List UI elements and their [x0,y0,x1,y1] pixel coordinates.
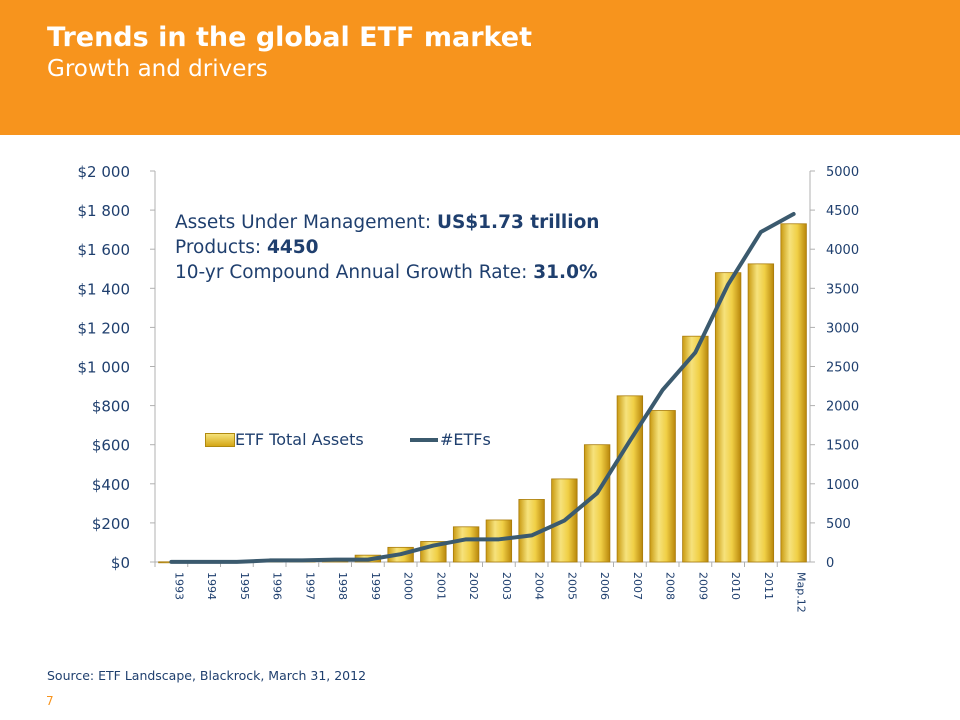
bar-etf-total-assets [780,223,807,563]
x-tick-label: 2006 [598,572,611,600]
products-line: Products: 4450 [175,237,319,258]
cagr-value: 31.0% [533,262,598,283]
legend-line-swatch [410,438,438,442]
bar-etf-total-assets [551,478,578,563]
left-tick-label: $1 600 [78,241,131,259]
x-tick-label: 2003 [500,572,513,600]
left-tick-label: $1 200 [78,319,131,337]
aum-line: Assets Under Management: US$1.73 trillio… [175,212,600,233]
x-tick-label: 2007 [631,572,644,600]
x-tick-label: 1993 [172,572,185,600]
x-tick-label: 2008 [664,572,677,600]
source-note: Source: ETF Landscape, Blackrock, March … [47,668,367,683]
x-tick-label: 2004 [533,572,546,600]
x-tick-label: 1999 [369,572,382,600]
page-title: Trends in the global ETF market [47,22,532,53]
right-tick-label: 4500 [826,204,859,219]
legend-label-etfs: #ETFs [440,430,491,449]
cagr-line: 10-yr Compound Annual Growth Rate: 31.0% [175,262,598,283]
products-value: 4450 [267,237,319,258]
right-tick-label: 0 [826,556,834,571]
chart-annotation: Assets Under Management: US$1.73 trillio… [175,210,599,285]
left-tick-label: $1 800 [78,202,131,220]
line-num-etfs [169,212,796,564]
page-subtitle: Growth and drivers [47,56,268,82]
left-tick-label: $1 000 [78,359,131,377]
x-tick-label: 2002 [467,572,480,600]
aum-value: US$1.73 trillion [436,212,600,233]
bar-etf-total-assets [714,272,742,563]
right-tick-label: 5000 [826,165,859,180]
bar-etf-total-assets [616,395,644,563]
right-tick-label: 3500 [826,282,859,297]
right-tick-label: 3000 [826,321,859,336]
bar-etf-total-assets [682,335,709,563]
x-tick-label: Мар.12 [795,572,808,613]
x-tick-label: 2000 [402,572,415,600]
right-tick-label: 4000 [826,243,859,258]
legend-bar-swatch [205,433,235,447]
left-tick-label: $400 [92,476,130,494]
left-tick-label: $0 [111,554,130,572]
bar-etf-total-assets [747,263,775,563]
right-tick-label: 500 [826,517,851,532]
x-tick-label: 1994 [205,572,218,600]
legend-label-assets: ETF Total Assets [235,430,364,449]
header-bar: Trends in the global ETF market Growth a… [0,0,960,135]
left-tick-label: $2 000 [78,163,131,181]
right-tick-label: 1500 [826,439,859,454]
page-number: 7 [46,694,54,708]
bar-etf-total-assets [583,444,611,563]
x-tick-label: 2009 [696,572,709,600]
left-tick-label: $800 [92,398,130,416]
bar-etf-total-assets [649,410,676,563]
x-tick-label: 1995 [238,572,251,600]
x-tick-label: 1997 [303,572,316,600]
left-tick-label: $200 [92,515,130,533]
x-tick-label: 1996 [271,572,284,600]
left-tick-label: $600 [92,437,130,455]
etf-chart: $0 $200 $400 $600 $800 $1 000 $1 200 $1 400 $1 6… [78,163,860,613]
left-tick-label: $1 400 [78,280,131,298]
right-tick-label: 2500 [826,361,859,376]
x-tick-label: 2010 [729,572,742,600]
x-tick-label: 2001 [434,572,447,600]
bar-etf-total-assets [452,526,480,563]
x-tick-label: 2005 [565,572,578,600]
x-tick-label: 2011 [762,572,775,600]
right-tick-label: 1000 [826,478,859,493]
x-tick-label: 1998 [336,572,349,600]
right-tick-label: 2000 [826,400,859,415]
